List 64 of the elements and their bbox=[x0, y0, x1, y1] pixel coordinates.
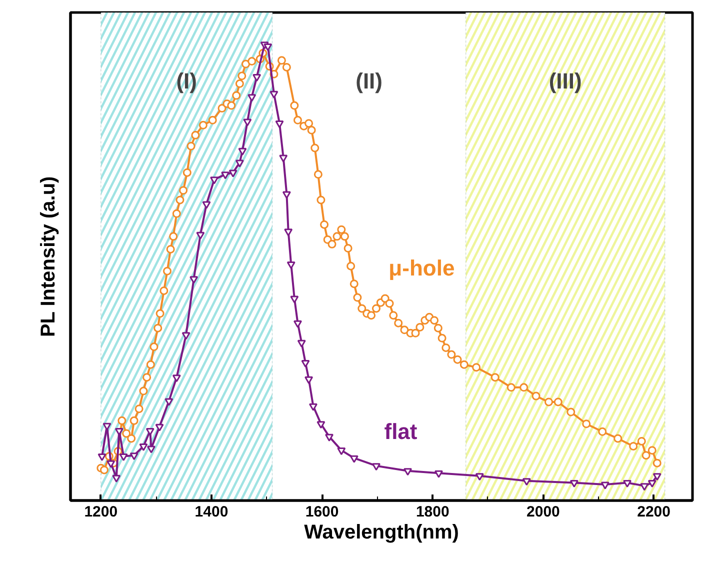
point bbox=[284, 228, 293, 236]
y-axis-title: PL Intensity (a.u) bbox=[38, 176, 60, 338]
x-axis-title: Wavelength(nm) bbox=[304, 522, 459, 544]
point bbox=[522, 478, 531, 486]
point bbox=[434, 470, 443, 478]
point bbox=[102, 422, 112, 430]
point bbox=[264, 43, 272, 52]
point bbox=[600, 482, 610, 490]
point bbox=[270, 90, 278, 98]
point bbox=[202, 201, 211, 209]
point bbox=[164, 398, 174, 406]
point bbox=[301, 360, 310, 368]
point bbox=[155, 424, 164, 432]
point bbox=[337, 448, 346, 456]
series-label: μ-hole bbox=[388, 256, 455, 281]
point bbox=[648, 480, 656, 488]
point bbox=[640, 483, 649, 491]
point bbox=[350, 455, 358, 463]
x-tick-label: 2200 bbox=[637, 504, 670, 520]
point bbox=[279, 154, 288, 162]
point bbox=[130, 452, 138, 460]
point bbox=[221, 172, 230, 180]
point bbox=[139, 443, 148, 452]
point bbox=[308, 403, 318, 411]
x-tick-label: 1800 bbox=[416, 504, 450, 520]
band-label: (III) bbox=[548, 68, 582, 94]
point bbox=[146, 446, 156, 454]
point bbox=[325, 434, 334, 442]
point bbox=[210, 176, 218, 184]
point bbox=[286, 261, 296, 270]
point bbox=[172, 374, 181, 382]
x-tick-label: 1200 bbox=[84, 504, 118, 520]
point bbox=[293, 320, 302, 328]
point bbox=[243, 118, 252, 126]
x-tick-label: 1600 bbox=[305, 504, 339, 520]
point bbox=[316, 421, 326, 429]
point bbox=[475, 473, 484, 481]
point bbox=[196, 232, 205, 240]
point bbox=[297, 340, 306, 348]
point bbox=[652, 473, 662, 481]
point bbox=[404, 468, 412, 476]
point bbox=[106, 460, 116, 468]
point bbox=[252, 74, 262, 82]
point bbox=[290, 296, 299, 304]
point bbox=[190, 276, 198, 284]
point bbox=[228, 170, 238, 178]
point bbox=[235, 160, 244, 168]
point bbox=[238, 148, 247, 156]
point bbox=[570, 480, 578, 488]
annotation: (II) bbox=[356, 68, 383, 94]
point bbox=[112, 474, 121, 482]
point bbox=[248, 94, 256, 102]
point bbox=[372, 463, 380, 471]
point bbox=[119, 453, 128, 462]
x-tick-label: 1400 bbox=[194, 504, 228, 520]
point bbox=[623, 480, 632, 488]
point bbox=[282, 191, 291, 199]
x-tick-label: 2000 bbox=[526, 504, 560, 520]
point bbox=[304, 376, 314, 384]
point bbox=[98, 453, 106, 462]
band-label: (I) bbox=[176, 68, 197, 94]
point bbox=[182, 332, 190, 340]
point bbox=[275, 120, 284, 128]
series-label: flat bbox=[384, 418, 418, 444]
